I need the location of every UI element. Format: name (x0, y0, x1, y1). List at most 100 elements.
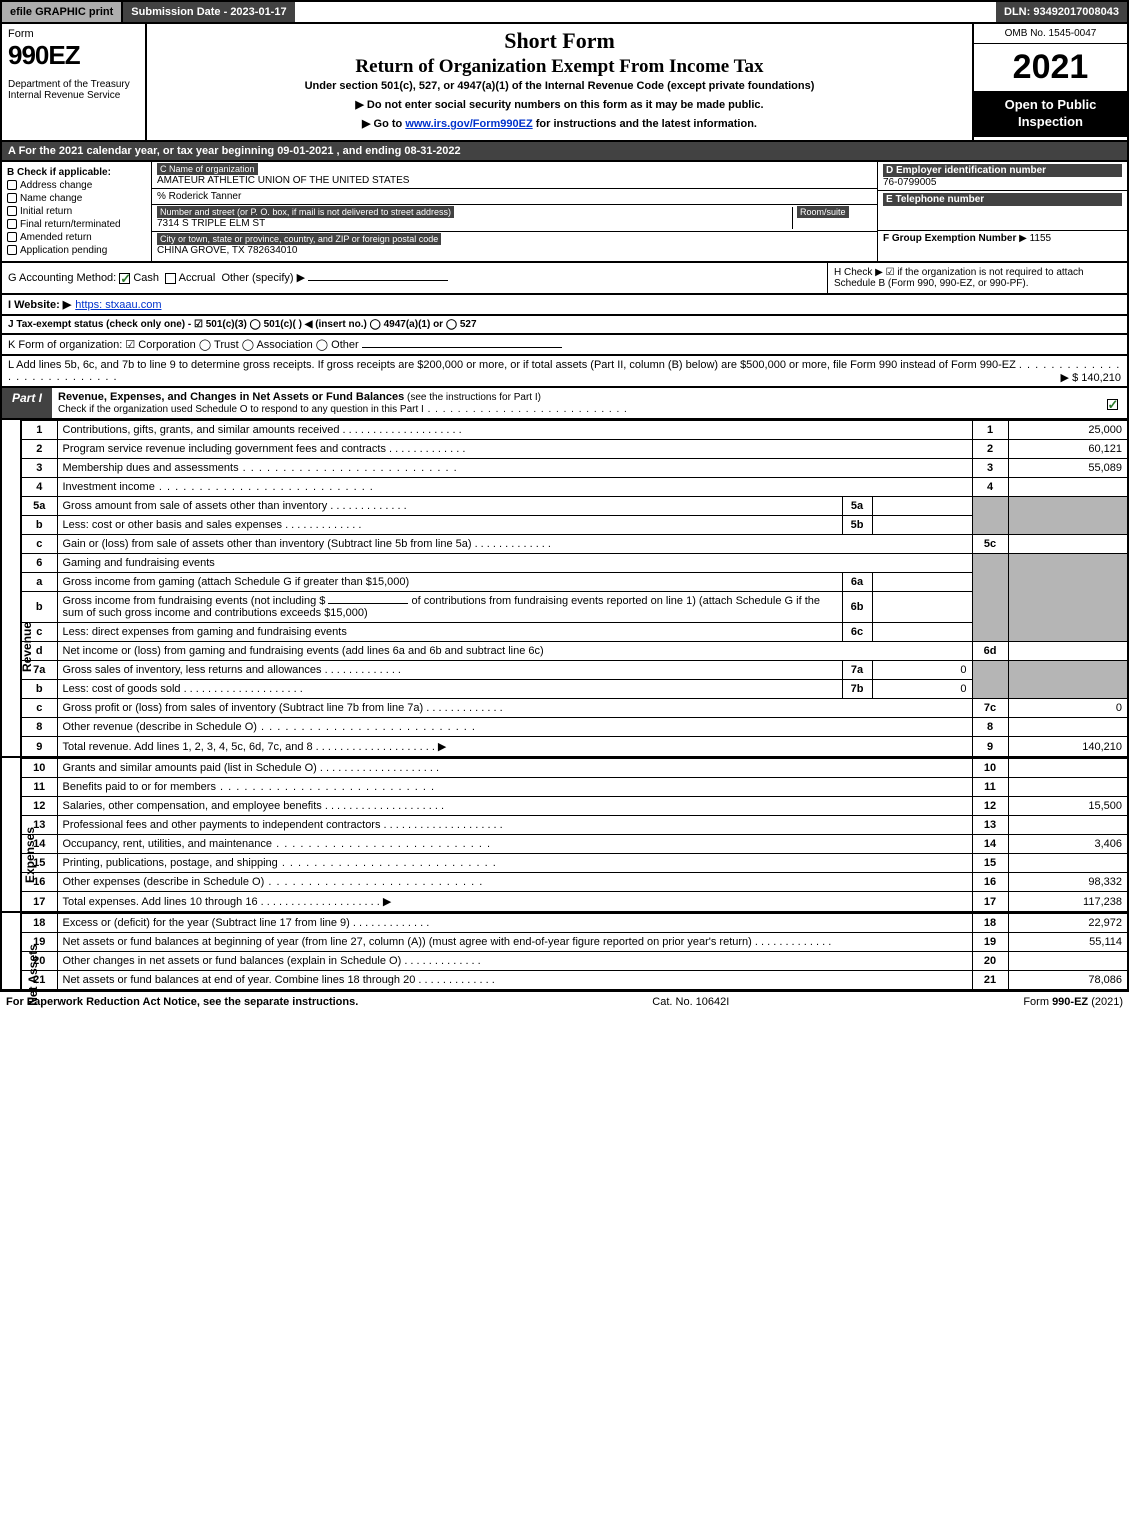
row-k: K Form of organization: ☑ Corporation ◯ … (0, 335, 1129, 356)
line14-amt: 3,406 (1008, 835, 1128, 854)
table-row: cGain or (loss) from sale of assets othe… (21, 535, 1128, 554)
table-row: bGross income from fundraising events (n… (21, 592, 1128, 623)
ssn-note: ▶ Do not enter social security numbers o… (153, 98, 966, 111)
check-application-pending[interactable]: Application pending (7, 245, 146, 256)
page-footer: For Paperwork Reduction Act Notice, see … (0, 991, 1129, 1012)
form-number: 990EZ (8, 40, 139, 71)
row-i-label: I Website: ▶ (8, 298, 71, 311)
irs-link[interactable]: www.irs.gov/Form990EZ (405, 118, 532, 130)
efile-print-button[interactable]: efile GRAPHIC print (2, 2, 123, 22)
box-b-title: B Check if applicable: (7, 167, 146, 178)
line21-amt: 78,086 (1008, 971, 1128, 991)
line15-amt (1008, 854, 1128, 873)
topbar-left: efile GRAPHIC print Submission Date - 20… (2, 2, 295, 22)
short-form-title: Short Form (153, 28, 966, 54)
form-header: Form 990EZ Department of the Treasury In… (0, 24, 1129, 142)
line12-amt: 15,500 (1008, 797, 1128, 816)
line1-amt: 25,000 (1008, 421, 1128, 440)
line3-amt: 55,089 (1008, 459, 1128, 478)
table-row: 16Other expenses (describe in Schedule O… (21, 873, 1128, 892)
row-l-amt: ▶ $ 140,210 (1061, 371, 1121, 384)
line19-amt: 55,114 (1008, 933, 1128, 952)
table-row: cLess: direct expenses from gaming and f… (21, 623, 1128, 642)
netassets-label: Net Assets (0, 913, 20, 991)
box-c-name-label: C Name of organization (157, 163, 258, 175)
line8-amt (1008, 718, 1128, 737)
footer-right: Form 990-EZ (2021) (1023, 996, 1123, 1008)
check-cash[interactable] (119, 273, 130, 284)
row-a-taxyear: A For the 2021 calendar year, or tax yea… (0, 142, 1129, 162)
revenue-label: Revenue (0, 420, 20, 758)
line18-amt: 22,972 (1008, 914, 1128, 933)
line5c-amt (1008, 535, 1128, 554)
room-label: Room/suite (797, 206, 849, 218)
goto-pre: ▶ Go to (362, 118, 405, 130)
footer-mid: Cat. No. 10642I (652, 996, 729, 1008)
check-accrual[interactable] (165, 273, 176, 284)
street-address: 7314 S TRIPLE ELM ST (157, 218, 265, 229)
table-row: 9Total revenue. Add lines 1, 2, 3, 4, 5c… (21, 737, 1128, 758)
header-center: Short Form Return of Organization Exempt… (147, 24, 972, 140)
part1-title: Revenue, Expenses, and Changes in Net As… (52, 388, 1097, 418)
row-j: J Tax-exempt status (check only one) - ☑… (0, 316, 1129, 335)
goto-note: ▶ Go to www.irs.gov/Form990EZ for instru… (153, 117, 966, 130)
part1-tab: Part I (2, 388, 52, 418)
netassets-section: Net Assets 18Excess or (deficit) for the… (0, 913, 1129, 991)
header-left: Form 990EZ Department of the Treasury In… (2, 24, 147, 140)
check-amended-return[interactable]: Amended return (7, 232, 146, 243)
check-name-change[interactable]: Name change (7, 193, 146, 204)
footer-left: For Paperwork Reduction Act Notice, see … (6, 996, 358, 1008)
row-i: I Website: ▶ https: stxaau.com (0, 295, 1129, 316)
table-row: 14Occupancy, rent, utilities, and mainte… (21, 835, 1128, 854)
table-row: 3Membership dues and assessments355,089 (21, 459, 1128, 478)
other-label: Other (specify) ▶ (221, 272, 305, 284)
check-address-change[interactable]: Address change (7, 180, 146, 191)
dept-label: Department of the Treasury Internal Reve… (8, 79, 139, 101)
box-e-label: E Telephone number (883, 193, 1122, 206)
box-c: C Name of organization AMATEUR ATHLETIC … (152, 162, 877, 261)
check-initial-return[interactable]: Initial return (7, 206, 146, 217)
main-title: Return of Organization Exempt From Incom… (153, 56, 966, 78)
table-row: 17Total expenses. Add lines 10 through 1… (21, 892, 1128, 913)
box-def: D Employer identification number 76-0799… (877, 162, 1127, 261)
website-link[interactable]: https: stxaau.com (75, 299, 161, 311)
row-h: H Check ▶ ☑ if the organization is not r… (827, 263, 1127, 293)
box-b: B Check if applicable: Address change Na… (2, 162, 152, 261)
table-row: 19Net assets or fund balances at beginni… (21, 933, 1128, 952)
box-d-label: D Employer identification number (883, 164, 1122, 177)
table-row: dNet income or (loss) from gaming and fu… (21, 642, 1128, 661)
table-row: 13Professional fees and other payments t… (21, 816, 1128, 835)
tax-year: 2021 (974, 44, 1127, 91)
line17-amt: 117,238 (1008, 892, 1128, 913)
line20-amt (1008, 952, 1128, 971)
line4-amt (1008, 478, 1128, 497)
table-row: 8Other revenue (describe in Schedule O)8 (21, 718, 1128, 737)
table-row: 2Program service revenue including gover… (21, 440, 1128, 459)
table-row: 10Grants and similar amounts paid (list … (21, 759, 1128, 778)
city-state-zip: CHINA GROVE, TX 782634010 (157, 245, 297, 256)
table-row: 7aGross sales of inventory, less returns… (21, 661, 1128, 680)
line7c-amt: 0 (1008, 699, 1128, 718)
table-row: 21Net assets or fund balances at end of … (21, 971, 1128, 991)
omb-number: OMB No. 1545-0047 (974, 24, 1127, 44)
table-row: 11Benefits paid to or for members11 (21, 778, 1128, 797)
revenue-table: 1Contributions, gifts, grants, and simil… (20, 420, 1129, 758)
table-row: 15Printing, publications, postage, and s… (21, 854, 1128, 873)
table-row: 20Other changes in net assets or fund ba… (21, 952, 1128, 971)
revenue-section: Revenue 1Contributions, gifts, grants, a… (0, 420, 1129, 758)
box-f-label: F Group Exemption Number (883, 233, 1016, 244)
expenses-section: Expenses 10Grants and similar amounts pa… (0, 758, 1129, 913)
dln: DLN: 93492017008043 (996, 2, 1127, 22)
check-final-return[interactable]: Final return/terminated (7, 219, 146, 230)
table-row: bLess: cost of goods sold7b0 (21, 680, 1128, 699)
goto-post: for instructions and the latest informat… (533, 118, 757, 130)
line2-amt: 60,121 (1008, 440, 1128, 459)
row-k-text: K Form of organization: ☑ Corporation ◯ … (8, 339, 359, 351)
info-grid: B Check if applicable: Address change Na… (0, 162, 1129, 263)
part1-check[interactable] (1097, 388, 1127, 418)
header-right: OMB No. 1545-0047 2021 Open to Public In… (972, 24, 1127, 140)
care-of: % Roderick Tanner (157, 191, 241, 202)
line6d-amt (1008, 642, 1128, 661)
cash-label: Cash (133, 272, 159, 284)
row-gh: G Accounting Method: Cash Accrual Other … (0, 263, 1129, 295)
